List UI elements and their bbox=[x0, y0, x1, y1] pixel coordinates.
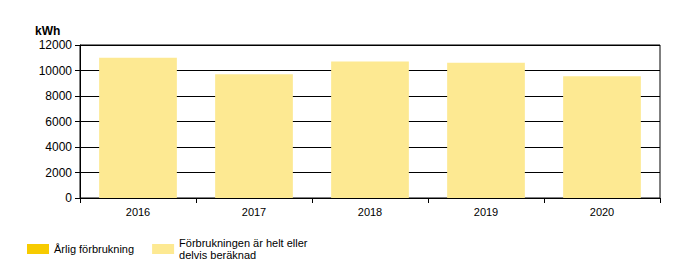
svg-text:kWh: kWh bbox=[35, 24, 60, 38]
svg-text:2020: 2020 bbox=[590, 206, 614, 218]
svg-text:0: 0 bbox=[65, 191, 72, 205]
svg-text:2017: 2017 bbox=[242, 206, 266, 218]
svg-text:8000: 8000 bbox=[45, 89, 72, 103]
svg-text:6000: 6000 bbox=[45, 115, 72, 129]
svg-text:delvis beräknad: delvis beräknad bbox=[179, 249, 256, 261]
svg-text:Förbrukningen är helt eller: Förbrukningen är helt eller bbox=[179, 237, 308, 249]
svg-text:10000: 10000 bbox=[39, 64, 73, 78]
svg-text:4000: 4000 bbox=[45, 140, 72, 154]
svg-text:12000: 12000 bbox=[39, 38, 73, 52]
svg-text:2000: 2000 bbox=[45, 166, 72, 180]
svg-text:2018: 2018 bbox=[358, 206, 382, 218]
svg-text:Årlig förbrukning: Årlig förbrukning bbox=[54, 243, 134, 255]
svg-text:2016: 2016 bbox=[126, 206, 150, 218]
svg-text:2019: 2019 bbox=[474, 206, 498, 218]
